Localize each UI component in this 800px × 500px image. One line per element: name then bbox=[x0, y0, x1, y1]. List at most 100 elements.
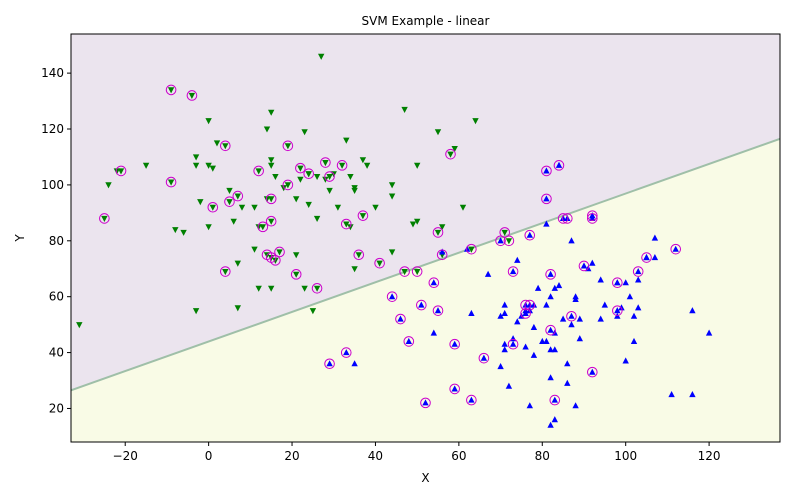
support-vector bbox=[449, 338, 460, 350]
support-vector bbox=[336, 160, 348, 171]
data-point bbox=[601, 301, 608, 308]
data-point bbox=[301, 129, 308, 136]
plot-area: −20 0 20 40 60 80 100 120 20 40 60 80 100 120 140 bbox=[41, 33, 781, 463]
support-vector bbox=[253, 165, 264, 177]
data-point bbox=[589, 259, 596, 266]
decision-boundary bbox=[71, 137, 780, 392]
data-point bbox=[622, 279, 629, 286]
data-point bbox=[630, 337, 638, 344]
data-point bbox=[401, 106, 408, 113]
data-point bbox=[530, 351, 538, 358]
data-point bbox=[530, 301, 538, 308]
support-vector bbox=[165, 84, 177, 96]
data-point bbox=[284, 182, 292, 189]
y-tick-label: 80 bbox=[49, 234, 64, 248]
data-point bbox=[226, 187, 233, 194]
data-point bbox=[422, 399, 429, 406]
support-vector bbox=[290, 269, 302, 280]
support-vector bbox=[432, 305, 444, 316]
support-vector bbox=[386, 291, 398, 302]
support-vector bbox=[520, 308, 531, 319]
support-vector bbox=[524, 229, 536, 241]
data-point bbox=[359, 157, 367, 164]
data-point bbox=[388, 249, 396, 256]
data-point bbox=[226, 199, 233, 206]
data-point bbox=[397, 315, 404, 322]
data-point bbox=[359, 213, 367, 220]
data-point bbox=[589, 212, 596, 219]
y-axis-title: Y bbox=[13, 234, 27, 243]
data-point bbox=[372, 204, 379, 211]
data-point bbox=[539, 337, 546, 344]
data-point bbox=[689, 391, 696, 398]
data-point bbox=[597, 315, 604, 322]
support-vector bbox=[466, 243, 477, 255]
data-point bbox=[388, 293, 396, 300]
data-point bbox=[238, 204, 246, 211]
data-point bbox=[635, 268, 642, 275]
data-point bbox=[251, 246, 258, 253]
support-vector bbox=[524, 299, 536, 311]
x-tick-label: 100 bbox=[614, 449, 637, 463]
support-vector bbox=[320, 157, 331, 168]
data-point bbox=[172, 227, 179, 234]
data-point bbox=[543, 301, 550, 308]
data-point bbox=[205, 162, 212, 169]
support-vector bbox=[632, 266, 644, 277]
data-point bbox=[526, 301, 533, 308]
data-point bbox=[501, 340, 508, 347]
data-point bbox=[418, 301, 425, 308]
data-point bbox=[113, 168, 121, 175]
data-point bbox=[401, 269, 408, 276]
data-point bbox=[197, 199, 204, 206]
support-vector bbox=[265, 215, 277, 227]
data-point bbox=[351, 266, 358, 273]
data-point bbox=[255, 168, 262, 175]
data-point bbox=[705, 329, 713, 336]
series-0 bbox=[76, 53, 513, 329]
support-vector bbox=[282, 140, 294, 152]
data-point bbox=[230, 218, 237, 225]
data-point bbox=[326, 187, 333, 194]
data-point bbox=[522, 343, 529, 350]
support-vector bbox=[545, 269, 556, 280]
data-point bbox=[297, 176, 304, 183]
data-point bbox=[414, 162, 421, 169]
data-point bbox=[547, 293, 554, 300]
data-point bbox=[293, 196, 300, 203]
data-point bbox=[459, 204, 467, 211]
x-tick-label: 20 bbox=[284, 449, 299, 463]
support-vector bbox=[420, 397, 431, 409]
support-vector bbox=[541, 165, 552, 177]
data-point bbox=[313, 285, 321, 292]
support-vector bbox=[566, 310, 577, 322]
data-point bbox=[643, 254, 650, 261]
data-point bbox=[568, 321, 575, 328]
support-vector bbox=[612, 277, 623, 289]
support-vector bbox=[220, 266, 231, 277]
data-point bbox=[543, 195, 550, 202]
support-vector bbox=[274, 246, 285, 258]
data-point bbox=[451, 146, 458, 153]
data-point bbox=[255, 224, 262, 231]
data-point bbox=[205, 224, 212, 231]
x-tick-label: 40 bbox=[368, 449, 383, 463]
data-point bbox=[434, 129, 442, 136]
support-vector bbox=[553, 160, 565, 171]
data-point bbox=[551, 284, 558, 291]
data-point bbox=[468, 396, 475, 403]
data-point bbox=[272, 257, 279, 264]
support-vector bbox=[466, 394, 477, 406]
support-vector bbox=[612, 305, 623, 316]
data-point bbox=[322, 160, 329, 167]
support-vector bbox=[232, 190, 244, 202]
support-vector bbox=[399, 266, 410, 277]
data-point bbox=[484, 270, 492, 277]
y-tick-label: 20 bbox=[49, 401, 64, 415]
data-point bbox=[497, 237, 504, 244]
data-point bbox=[192, 162, 200, 169]
data-point bbox=[272, 174, 279, 180]
data-point bbox=[268, 196, 275, 203]
data-point bbox=[564, 379, 571, 386]
